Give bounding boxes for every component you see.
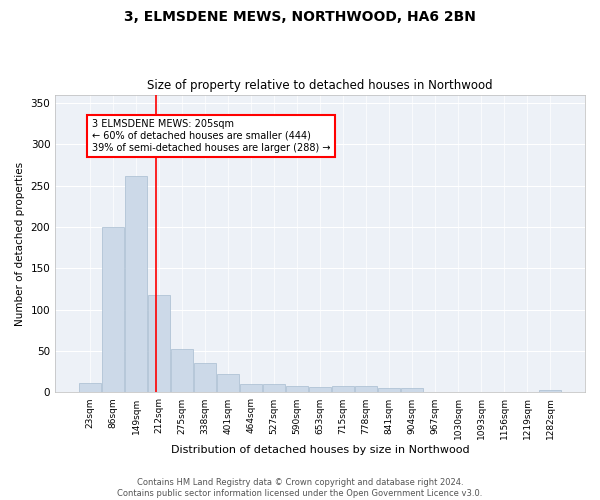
Bar xyxy=(125,176,147,392)
Bar xyxy=(263,384,285,392)
Bar xyxy=(102,227,124,392)
Bar xyxy=(148,295,170,392)
Bar xyxy=(286,386,308,392)
Bar xyxy=(240,384,262,392)
Bar xyxy=(401,388,423,392)
Bar xyxy=(217,374,239,392)
Bar xyxy=(332,386,354,392)
Bar xyxy=(194,364,216,392)
Text: 3, ELMSDENE MEWS, NORTHWOOD, HA6 2BN: 3, ELMSDENE MEWS, NORTHWOOD, HA6 2BN xyxy=(124,10,476,24)
X-axis label: Distribution of detached houses by size in Northwood: Distribution of detached houses by size … xyxy=(171,445,469,455)
Text: Contains HM Land Registry data © Crown copyright and database right 2024.
Contai: Contains HM Land Registry data © Crown c… xyxy=(118,478,482,498)
Text: 3 ELMSDENE MEWS: 205sqm
← 60% of detached houses are smaller (444)
39% of semi-d: 3 ELMSDENE MEWS: 205sqm ← 60% of detache… xyxy=(92,120,331,152)
Bar xyxy=(378,388,400,392)
Bar xyxy=(171,348,193,393)
Bar xyxy=(355,386,377,392)
Bar xyxy=(79,384,101,392)
Bar xyxy=(309,386,331,392)
Title: Size of property relative to detached houses in Northwood: Size of property relative to detached ho… xyxy=(147,79,493,92)
Bar xyxy=(539,390,561,392)
Y-axis label: Number of detached properties: Number of detached properties xyxy=(15,162,25,326)
